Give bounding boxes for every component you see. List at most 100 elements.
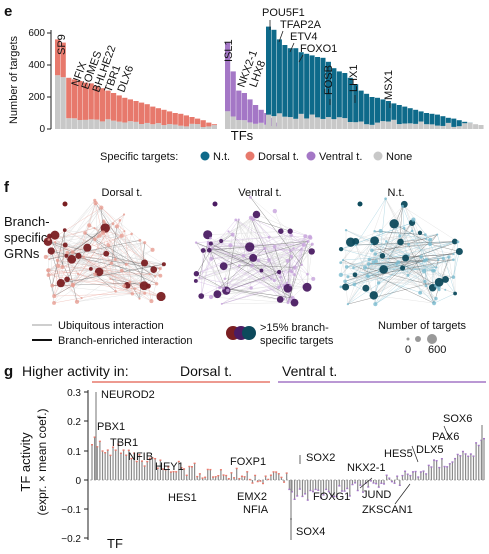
network-node <box>285 281 289 285</box>
network-node <box>65 250 70 255</box>
network-edge <box>404 204 440 290</box>
e-bar-dorsal-none <box>167 124 173 129</box>
g-bar-group <box>91 392 485 520</box>
network-node <box>150 247 155 252</box>
e-bar-nt <box>304 53 310 119</box>
network-edge <box>207 241 292 272</box>
network-edge <box>232 218 254 235</box>
network-edge <box>209 217 251 251</box>
e-bar-nt-none <box>315 117 321 129</box>
e-bar-dorsal <box>155 108 161 124</box>
network-edge-enriched <box>223 241 308 267</box>
e-bar-nt <box>358 90 364 122</box>
network-edge <box>250 217 305 245</box>
e-bar-dorsal <box>77 81 83 120</box>
network-node <box>262 276 265 279</box>
network-node <box>100 223 110 233</box>
e-bar-nt <box>445 117 451 123</box>
network-node <box>435 266 438 269</box>
network-edge <box>306 251 312 288</box>
network-node <box>344 265 349 269</box>
e-bar-nt-none <box>429 124 435 129</box>
network-node <box>198 293 205 299</box>
e-bar-dorsal-none <box>99 121 105 129</box>
network-edge <box>212 214 257 249</box>
e-bar-nt-none <box>369 124 375 129</box>
g-tf-label: FOXG1 <box>313 491 350 503</box>
e-bar-ventral-none <box>225 111 231 129</box>
network-node <box>344 228 348 232</box>
network-edge-enriched <box>345 259 427 288</box>
network-edge-enriched <box>208 246 227 291</box>
network-node <box>230 232 235 237</box>
network-node <box>143 241 147 245</box>
network-node <box>52 294 57 299</box>
e-bar-nt-none <box>309 114 315 129</box>
e-bar-dorsal <box>83 82 89 120</box>
network-node <box>50 283 55 288</box>
e-tf-label: LHX1 <box>348 64 360 92</box>
e-bar-ventral <box>230 71 236 117</box>
e-bar-nt-none <box>462 123 468 129</box>
e-bar-nt <box>396 105 402 125</box>
e-bar-nt <box>309 55 315 115</box>
network-node <box>421 269 427 274</box>
network-node <box>384 197 387 201</box>
network-edge <box>221 285 285 305</box>
network-edge-enriched <box>243 255 272 280</box>
network-edge <box>235 219 293 273</box>
network-node <box>410 229 414 233</box>
network-node <box>290 298 299 307</box>
network-node <box>432 301 437 306</box>
network-edge <box>54 265 59 297</box>
e-bar-dorsal <box>172 113 178 125</box>
e-bar-nt-none <box>380 121 386 129</box>
network-edge-enriched <box>196 242 253 266</box>
network-node <box>154 282 159 286</box>
network-edge <box>258 256 292 261</box>
e-bar-nt <box>391 103 397 120</box>
e-bar-nt-none <box>478 125 484 129</box>
e-bar-dorsal-none <box>88 119 94 129</box>
e-bar-nt <box>336 71 342 118</box>
network-edge-enriched <box>383 251 460 270</box>
network-edge <box>78 202 96 256</box>
network-node <box>228 243 233 248</box>
network-edge <box>203 250 295 268</box>
e-bar-ventral-none <box>253 123 259 129</box>
network-edge-enriched <box>429 243 460 252</box>
network-edge-enriched <box>368 259 454 277</box>
network-edge-enriched <box>49 240 140 260</box>
e-bar-nt <box>424 113 430 125</box>
network-edge <box>66 202 96 280</box>
network-edge <box>290 235 305 287</box>
network-node <box>219 262 228 271</box>
network-node <box>308 248 315 255</box>
e-bar-nt-none <box>353 122 359 129</box>
network-node <box>362 284 370 292</box>
network-node <box>251 217 255 221</box>
network-edge <box>208 243 244 256</box>
target-swatch-nt <box>242 326 256 340</box>
e-bar-nt-none <box>331 119 337 129</box>
network-node <box>311 276 316 281</box>
network-edge-enriched <box>223 287 281 300</box>
network-edge-enriched <box>209 241 308 251</box>
network-edge-enriched <box>94 274 116 292</box>
e-bar-dorsal-none <box>71 118 77 129</box>
e-bar-nt <box>385 101 391 122</box>
network-node <box>128 280 132 284</box>
legend-label-nt: N.t. <box>213 151 230 163</box>
e-bar-dorsal-none <box>172 124 178 129</box>
network-edge-enriched <box>342 259 435 304</box>
network-node <box>424 284 428 288</box>
e-bar-nt <box>451 118 457 127</box>
network-edge <box>437 234 456 294</box>
e-bar-dorsal-none <box>55 75 61 129</box>
e-bar-nt-none <box>396 124 402 129</box>
network-node <box>62 242 68 248</box>
network-edge <box>221 240 312 252</box>
network-node <box>370 243 373 246</box>
network-node <box>209 236 212 240</box>
network-node <box>267 258 271 262</box>
